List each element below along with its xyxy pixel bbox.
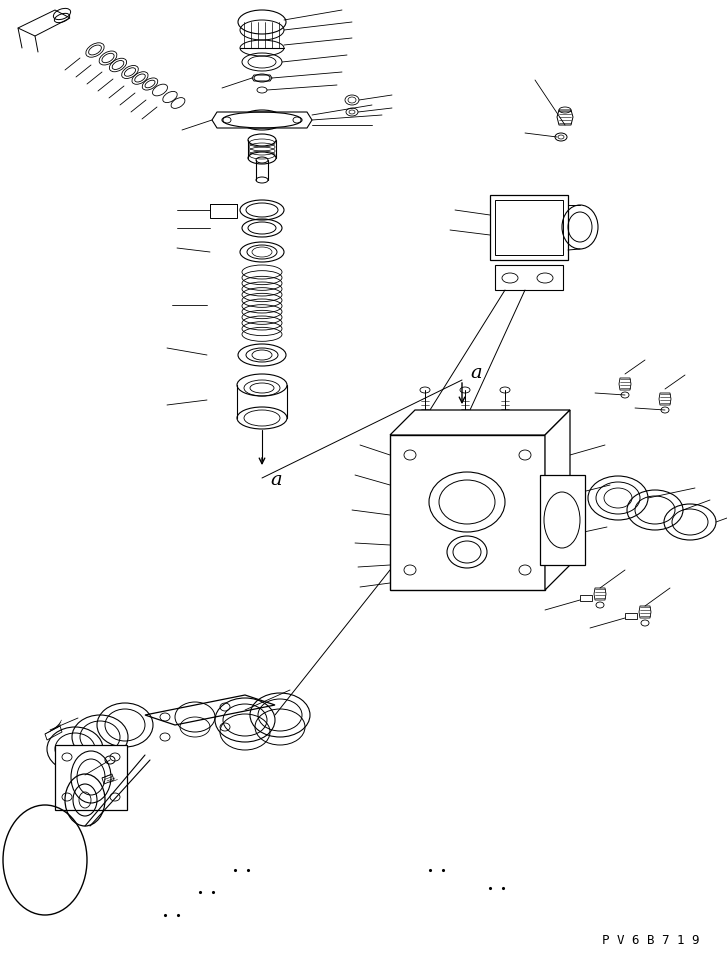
Bar <box>625 613 637 619</box>
Polygon shape <box>212 112 312 128</box>
Polygon shape <box>545 410 570 590</box>
Polygon shape <box>18 10 70 36</box>
Polygon shape <box>145 695 275 725</box>
Bar <box>55 745 127 810</box>
Text: a: a <box>270 471 281 489</box>
Bar <box>390 435 545 590</box>
Bar <box>540 475 585 565</box>
Bar <box>495 265 563 290</box>
Bar <box>580 595 592 601</box>
Text: P V 6 B 7 1 9: P V 6 B 7 1 9 <box>603 933 700 947</box>
Polygon shape <box>390 410 570 435</box>
Bar <box>495 200 563 255</box>
Bar <box>490 195 568 260</box>
Text: a: a <box>470 364 481 382</box>
